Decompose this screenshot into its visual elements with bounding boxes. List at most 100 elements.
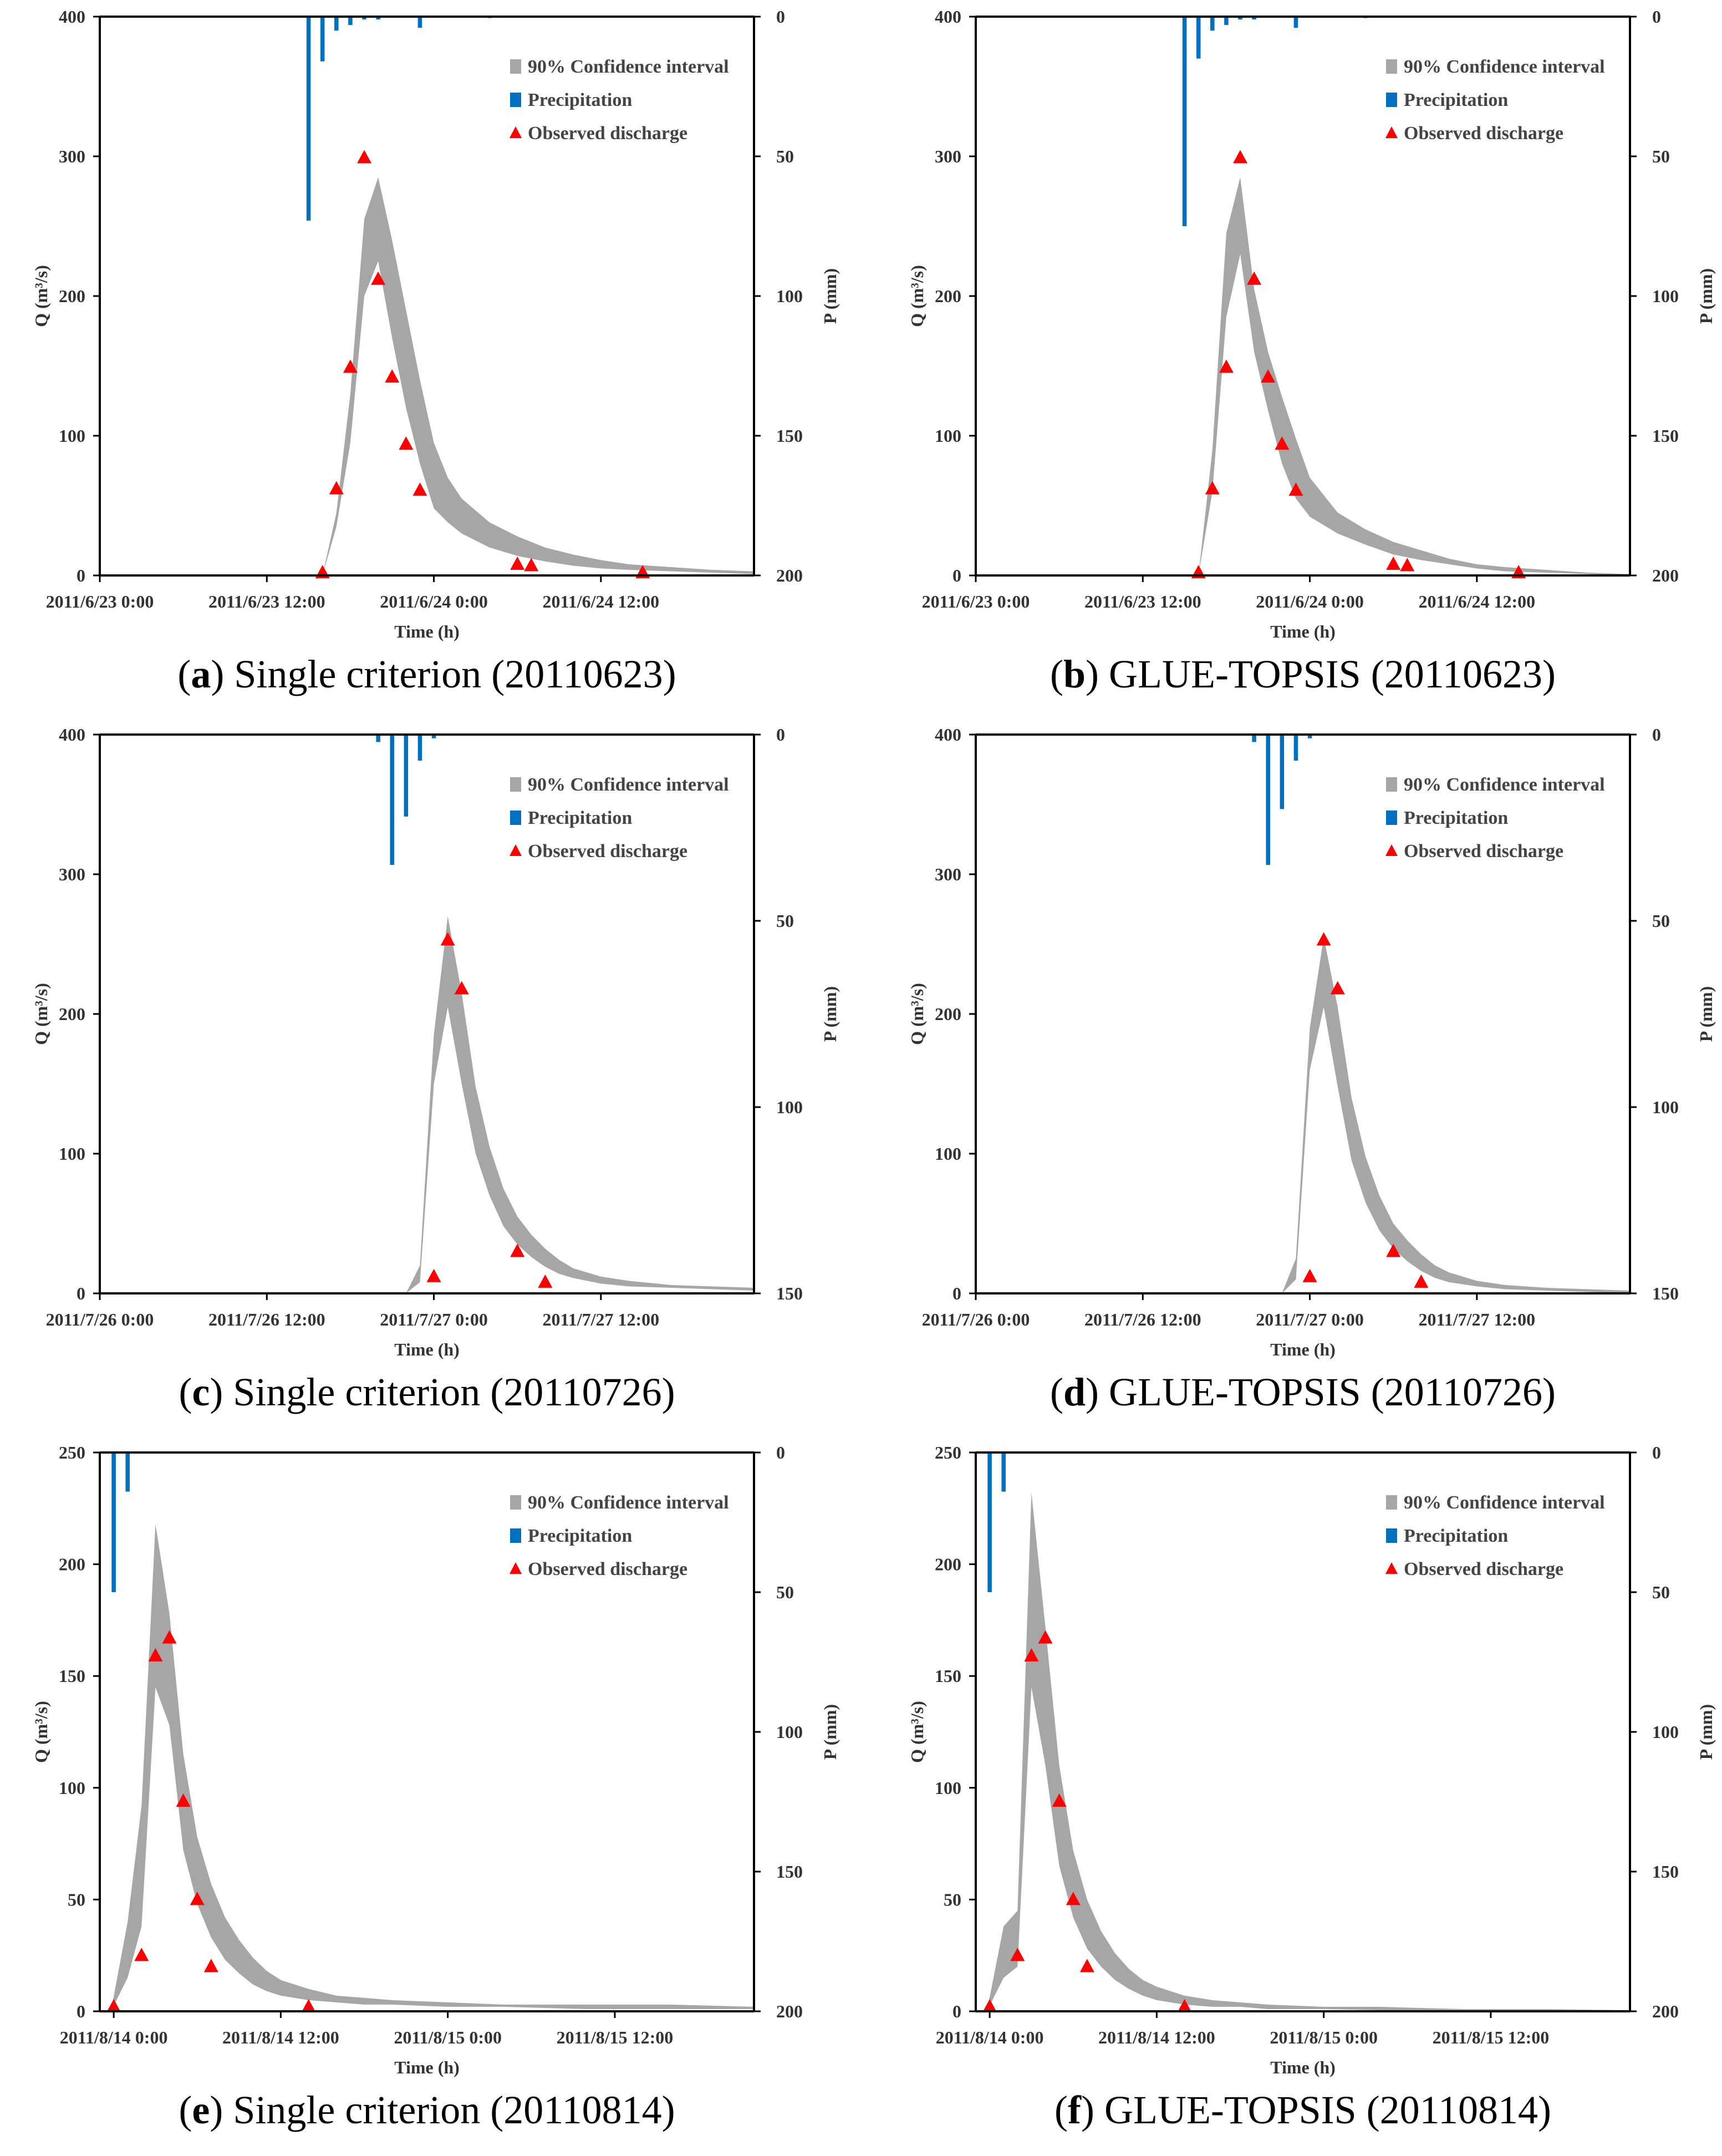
x-tick-label: 2011/6/23 0:00 — [922, 592, 1030, 611]
caption-paren-open: ( — [179, 2088, 192, 2132]
observed-marker — [1079, 1959, 1094, 1972]
y2-tick-label: 150 — [1652, 1862, 1679, 1882]
x-tick-label: 2011/7/26 0:00 — [46, 1309, 154, 1329]
x-tick-label: 2011/6/24 12:00 — [542, 592, 659, 611]
observed-marker — [1275, 436, 1290, 450]
legend-label: 90% Confidence interval — [528, 57, 729, 77]
confidence-band — [322, 177, 754, 575]
precipitation-bar — [1280, 735, 1285, 809]
precipitation-bar — [376, 17, 380, 20]
legend-label: 90% Confidence interval — [1404, 57, 1605, 77]
precipitation-bar — [431, 735, 436, 738]
legend-band-swatch — [510, 777, 521, 792]
y2-tick-label: 0 — [1652, 1443, 1661, 1462]
y2-tick-label: 0 — [776, 1443, 785, 1462]
observed-marker — [524, 558, 539, 572]
legend-label: 90% Confidence interval — [1404, 774, 1605, 795]
caption-paren-open: ( — [177, 652, 191, 696]
caption-paren-close: ) — [1086, 652, 1109, 696]
y2-axis-label: P (mm) — [1696, 1704, 1716, 1760]
caption-paren-close: ) — [211, 652, 234, 696]
precipitation-bar — [125, 1452, 130, 1492]
caption-paren-open: ( — [1050, 652, 1063, 696]
x-tick-label: 2011/8/15 12:00 — [1433, 2027, 1550, 2047]
x-tick-label: 2011/6/23 12:00 — [208, 592, 325, 611]
caption-paren-close: ) — [1081, 2088, 1104, 2132]
x-tick-label: 2011/8/14 0:00 — [936, 2027, 1044, 2047]
caption-paren-open: ( — [1054, 2088, 1068, 2132]
observed-marker — [1330, 981, 1345, 995]
y-tick-label: 0 — [952, 2001, 961, 2021]
legend-precip-swatch — [510, 93, 521, 107]
y2-tick-label: 150 — [1652, 1283, 1679, 1303]
legend-band-swatch — [510, 59, 521, 74]
caption-text: GLUE-TOPSIS (20110623) — [1109, 652, 1556, 696]
y2-tick-label: 100 — [776, 286, 803, 306]
legend-label: Precipitation — [528, 1526, 632, 1546]
y2-tick-label: 200 — [776, 2001, 803, 2021]
observed-marker — [343, 359, 358, 373]
observed-marker — [1177, 1999, 1192, 2012]
observed-marker — [106, 1999, 121, 2012]
y-tick-label: 100 — [935, 1778, 961, 1798]
y-axis-label: Q (m³/s) — [31, 983, 51, 1045]
y2-tick-label: 0 — [776, 7, 785, 27]
caption-paren-open: ( — [179, 1370, 192, 1414]
legend-label: Observed discharge — [528, 841, 687, 862]
x-tick-label: 2011/7/27 0:00 — [1256, 1309, 1364, 1329]
y2-tick-label: 0 — [1652, 7, 1661, 27]
chart-panel-c: 0 100 200 300 400 0 50 100 150 2011/7/26 0:00 2011… — [31, 725, 840, 1414]
caption-text: Single criterion (20110623) — [234, 652, 676, 696]
legend-label: Precipitation — [528, 808, 632, 828]
x-tick-label: 2011/6/24 0:00 — [1256, 592, 1364, 611]
legend-label: Observed discharge — [1404, 841, 1563, 862]
y2-axis-label: P (mm) — [1696, 986, 1716, 1042]
x-tick-label: 2011/6/23 12:00 — [1084, 592, 1201, 611]
legend-label: Observed discharge — [1404, 123, 1563, 144]
observed-marker — [426, 1268, 441, 1282]
panel-caption: (e) Single criterion (20110814) — [179, 2088, 675, 2132]
precipitation-bar — [376, 735, 380, 742]
y2-axis-label: P (mm) — [820, 268, 840, 324]
chart-panel-a: 0 100 200 300 400 0 50 100 150 200 2011/6/23 0:00 2… — [31, 7, 840, 696]
observed-marker — [538, 1274, 553, 1288]
precipitation-bar — [417, 17, 422, 28]
legend-observed-swatch — [1385, 1562, 1398, 1574]
y2-axis-label: P (mm) — [820, 986, 840, 1042]
observed-marker — [1205, 481, 1220, 495]
x-tick-label: 2011/6/23 0:00 — [46, 592, 154, 611]
legend-band-swatch — [1386, 1495, 1397, 1510]
panel-caption: (b) GLUE-TOPSIS (20110623) — [1050, 652, 1556, 696]
legend-precip-swatch — [1386, 1528, 1397, 1543]
observed-marker — [371, 271, 386, 285]
caption-letter: b — [1063, 652, 1086, 696]
legend-precip-swatch — [510, 1528, 521, 1543]
y-tick-label: 300 — [59, 146, 85, 166]
precipitation-bar — [306, 17, 311, 221]
legend-observed-swatch — [510, 844, 522, 856]
precipitation-bar — [1210, 17, 1215, 31]
y2-tick-label: 200 — [1652, 2001, 1679, 2021]
caption-paren-close: ) — [210, 2088, 233, 2132]
observed-marker — [982, 1999, 997, 2012]
y-tick-label: 0 — [77, 565, 85, 585]
observed-marker — [1233, 150, 1248, 164]
panel-caption: (a) Single criterion (20110623) — [177, 652, 676, 696]
y2-tick-label: 100 — [1652, 1097, 1679, 1117]
confidence-band — [1282, 937, 1630, 1293]
observed-marker — [1386, 556, 1401, 570]
legend-label: Observed discharge — [528, 123, 687, 144]
x-tick-label: 2011/8/15 0:00 — [1270, 2027, 1378, 2047]
legend-band-swatch — [1386, 59, 1397, 74]
observed-marker — [1414, 1274, 1429, 1288]
y-axis-label: Q (m³/s) — [907, 1701, 927, 1763]
legend-label: 90% Confidence interval — [1404, 1492, 1605, 1513]
y-tick-label: 200 — [59, 286, 85, 306]
confidence-band — [111, 1524, 755, 2011]
y2-tick-label: 50 — [776, 911, 794, 931]
precipitation-bar — [1224, 17, 1229, 26]
y-tick-label: 150 — [59, 1666, 85, 1686]
y-tick-label: 150 — [935, 1666, 961, 1686]
x-tick-label: 2011/7/27 0:00 — [380, 1309, 488, 1329]
